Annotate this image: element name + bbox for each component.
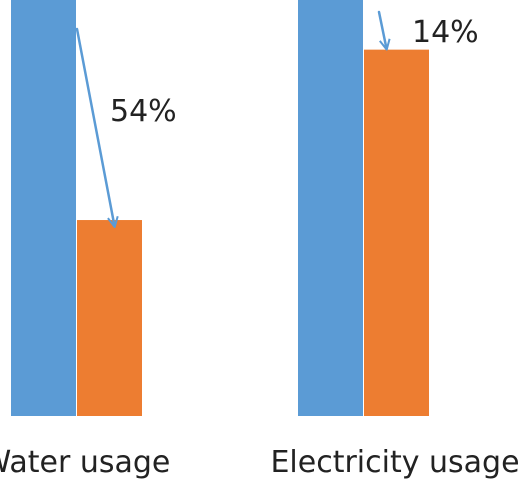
labels-layer: 54% 14% Water usage Electricity usage (0, 15, 520, 480)
bar-water-after (77, 220, 142, 416)
bar-water-before (11, 0, 76, 416)
change-arrows-layer (75, 10, 391, 229)
change-arrow-electricity (377, 10, 391, 51)
change-arrow-water (75, 27, 119, 229)
bar-electricity-after (364, 49, 429, 416)
category-label-water: Water usage (0, 445, 170, 480)
change-label-water: 54% (110, 94, 177, 129)
change-label-electricity: 14% (412, 15, 479, 50)
bars-layer (11, 0, 429, 416)
bar-electricity-before (298, 0, 363, 416)
category-label-electricity: Electricity usage (270, 445, 519, 480)
